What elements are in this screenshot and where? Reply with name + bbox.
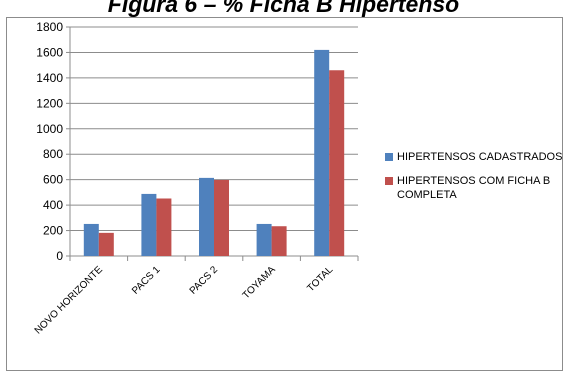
x-tick-label: TOTAL [305, 264, 335, 294]
y-tick-label: 1000 [36, 122, 63, 136]
x-tick-label: PACS 1 [130, 264, 163, 297]
chart-title: Figura 6 – % Ficha B Hipertenso [107, 0, 460, 17]
legend-swatch-red [385, 177, 393, 185]
legend-label-cadastrados: HIPERTENSOS CADASTRADOS [397, 151, 563, 163]
y-tick-label: 1800 [36, 20, 63, 34]
y-tick-label: 600 [43, 173, 63, 187]
legend-item-cadastrados: HIPERTENSOS CADASTRADOS [385, 150, 565, 164]
legend-label-ficha-b: HIPERTENSOS COM FICHA B COMPLETA [397, 175, 551, 201]
legend-swatch-blue [385, 153, 393, 161]
bar-ficha-b [329, 70, 345, 256]
bar-ficha-b [98, 232, 114, 256]
bar-cadastrados [141, 193, 157, 256]
bar-cadastrados [199, 177, 214, 256]
bar-cadastrados [256, 223, 272, 256]
x-tick-label: NOVO HORIZONTE [33, 264, 105, 336]
x-tick-label: PACS 2 [188, 264, 221, 297]
legend: HIPERTENSOS CADASTRADOS HIPERTENSOS COM … [385, 150, 565, 212]
y-tick-label: 1200 [36, 96, 63, 110]
bar-ficha-b [156, 198, 172, 256]
bar-cadastrados [83, 223, 99, 256]
y-tick-label: 0 [56, 249, 63, 263]
y-tick-label: 800 [43, 147, 63, 161]
bar-ficha-b [214, 179, 229, 256]
y-tick-label: 200 [43, 224, 63, 238]
y-tick-label: 1400 [36, 71, 63, 85]
bar-ficha-b [271, 226, 287, 256]
legend-item-ficha-b: HIPERTENSOS COM FICHA B COMPLETA [385, 174, 565, 202]
x-tick-label: TOYAMA [241, 264, 278, 301]
y-tick-label: 1600 [36, 45, 63, 59]
bar-cadastrados [314, 49, 330, 257]
chart-frame [6, 17, 563, 371]
y-tick-label: 400 [43, 198, 63, 212]
